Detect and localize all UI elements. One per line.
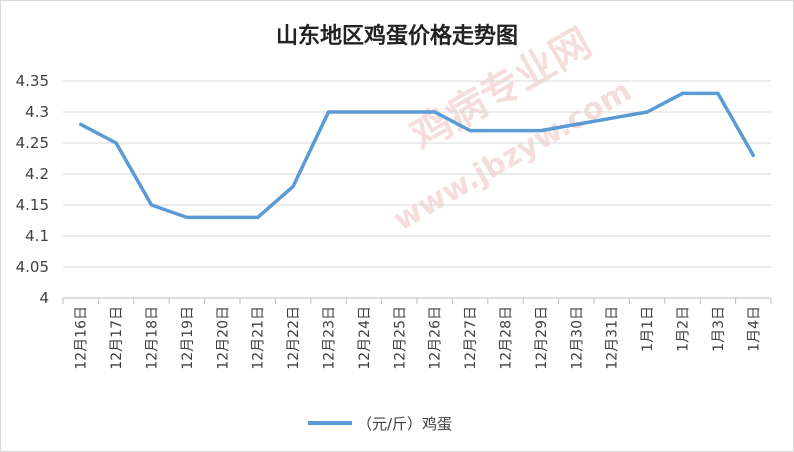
legend-label: （元/斤）鸡蛋 <box>357 415 452 433</box>
data-point <box>468 129 472 133</box>
y-tick-label: 4.35 <box>16 72 49 90</box>
x-tick-label: 12月31日 <box>605 306 621 370</box>
data-point <box>751 153 755 157</box>
data-point <box>291 184 295 188</box>
x-tick-label: 12月25日 <box>392 306 408 370</box>
data-point <box>539 129 543 133</box>
x-tick-label: 12月16日 <box>74 306 90 370</box>
x-tick-label: 1月1日 <box>640 306 656 352</box>
data-point <box>645 110 649 114</box>
y-tick-label: 4.1 <box>25 227 49 245</box>
x-tick-label: 12月29日 <box>534 306 550 370</box>
data-point <box>716 91 720 95</box>
x-tick-label: 12月24日 <box>357 306 373 370</box>
data-point <box>362 110 366 114</box>
x-tick-label: 12月22日 <box>286 306 302 370</box>
y-axis-ticks: 4 4.05 4.1 4.15 4.2 4.25 4.3 4.35 <box>16 72 49 307</box>
y-tick-label: 4.2 <box>25 165 49 183</box>
y-tick-label: 4.3 <box>25 103 49 121</box>
data-point <box>185 215 189 219</box>
data-point <box>433 110 437 114</box>
series-layer <box>78 91 756 220</box>
x-tick-label: 12月30日 <box>569 306 585 370</box>
y-tick-label: 4.15 <box>16 196 49 214</box>
x-tick-label: 12月19日 <box>180 306 196 370</box>
y-tick-label: 4 <box>39 289 49 307</box>
y-tick-label: 4.05 <box>16 258 49 276</box>
x-tick-label: 12月17日 <box>109 306 125 370</box>
series-line <box>78 91 756 220</box>
data-point <box>610 116 614 120</box>
data-point <box>397 110 401 114</box>
x-axis-ticks: 12月16日 12月17日 12月18日 12月19日 12月20日 12月21日 12月2… <box>62 298 772 370</box>
x-tick-label: 1月2日 <box>676 306 692 352</box>
x-tick-label: 12月26日 <box>428 306 444 370</box>
data-point <box>327 110 330 114</box>
y-tick-label: 4.25 <box>16 134 49 152</box>
x-tick-label: 1月4日 <box>746 306 762 352</box>
x-tick-label: 12月21日 <box>251 306 267 370</box>
x-tick-label: 12月23日 <box>322 306 338 370</box>
data-point <box>150 203 153 207</box>
data-point <box>574 122 578 126</box>
data-point <box>256 215 260 219</box>
x-tick-label: 1月3日 <box>711 306 727 352</box>
data-point <box>79 122 83 126</box>
x-tick-label: 12月20日 <box>215 306 231 370</box>
data-point <box>681 91 684 95</box>
x-tick-label: 12月27日 <box>463 306 479 370</box>
x-tick-label: 12月18日 <box>145 306 161 370</box>
chart-title: 山东地区鸡蛋价格走势图 <box>276 23 518 49</box>
data-point <box>504 129 507 133</box>
x-tick-label: 12月28日 <box>499 306 515 370</box>
legend: （元/斤）鸡蛋 <box>308 415 452 433</box>
data-point <box>220 215 224 219</box>
data-point <box>114 141 118 145</box>
